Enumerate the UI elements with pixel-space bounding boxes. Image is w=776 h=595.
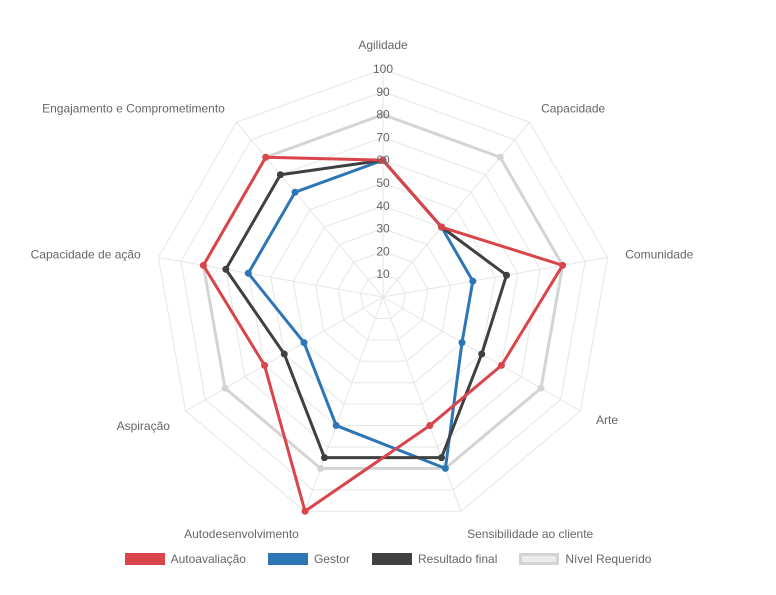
grid-spoke [236,122,384,298]
data-point [437,454,445,462]
legend-label: Gestor [313,552,350,566]
data-point [537,384,545,392]
radar-tick-labels: 10 20 30 40 50 60 70 80 90 100 [373,62,393,281]
data-point [244,269,252,277]
legend-label: Autoavaliação [170,552,246,566]
data-point [222,265,230,273]
radar-axis-labels: Agilidade Capacidade Comunidade Arte Sensibi… [31,38,694,541]
data-point [441,464,449,472]
grid-ring [157,68,609,512]
data-point [559,261,567,269]
chart-legend: Autoavaliação Gestor Resultado final Nível … [0,552,776,566]
data-point [379,156,387,164]
data-point [458,339,466,347]
tick-label: 90 [376,85,390,99]
grid-spoke [382,296,462,512]
data-point [478,350,486,358]
legend-label: Nível Requerido [565,552,652,566]
data-point [332,422,340,430]
tick-label: 100 [373,62,393,76]
data-point [262,153,270,161]
series-line [224,158,508,460]
data-point [497,361,505,369]
data-point [280,350,288,358]
grid-ring [337,250,429,341]
tick-label: 10 [376,267,390,281]
tick-label: 30 [376,222,390,236]
tick-label: 20 [376,244,390,258]
legend-item[interactable]: Resultado final [371,552,498,566]
grid-spoke [304,296,384,512]
legend-item[interactable]: Nível Requerido [519,552,651,566]
data-point [496,153,504,161]
tick-label: 80 [376,108,390,122]
data-point [291,188,299,196]
axis-label: Agilidade [358,38,408,52]
axis-label: Aspiração [117,419,171,433]
radar-series [199,111,567,515]
axis-label: Sensibilidade ao cliente [467,527,593,541]
data-point [426,422,434,430]
data-point [199,261,207,269]
legend-item[interactable]: Gestor [267,552,350,566]
data-point [502,271,510,279]
data-point [221,384,229,392]
grid-spoke [382,122,530,298]
legend-swatch [519,553,560,565]
grid-ring [315,228,451,362]
data-point [379,111,387,119]
axis-label: Capacidade [541,102,605,116]
tick-label: 70 [376,130,390,144]
axis-label: Autodesenvolvimento [184,527,299,541]
grid-ring [180,91,586,491]
axis-label: Comunidade [625,247,693,261]
tick-label: 40 [376,199,390,213]
data-point [438,223,446,231]
series-line [246,158,475,470]
axis-label: Engajamento e Comprometimento [42,102,225,116]
data-point [276,171,284,179]
data-point [321,454,329,462]
legend-swatch [267,553,308,565]
data-point [317,464,325,472]
series-group [199,153,567,515]
legend-item[interactable]: Autoavaliação [124,552,246,566]
data-point [261,361,269,369]
data-point [300,339,308,347]
axis-label: Arte [596,413,618,427]
axis-label: Capacidade de ação [31,247,141,261]
legend-swatch [124,553,165,565]
grid-ring [360,273,406,319]
grid-spoke [382,256,608,298]
grid-spoke [158,256,384,298]
legend-swatch [371,553,412,565]
tick-label: 50 [376,176,390,190]
tick-label: 60 [376,153,390,167]
series-line [201,155,565,513]
data-point [301,507,309,515]
grid-ring [270,182,496,405]
legend-label: Resultado final [417,552,498,566]
data-point [469,277,477,285]
